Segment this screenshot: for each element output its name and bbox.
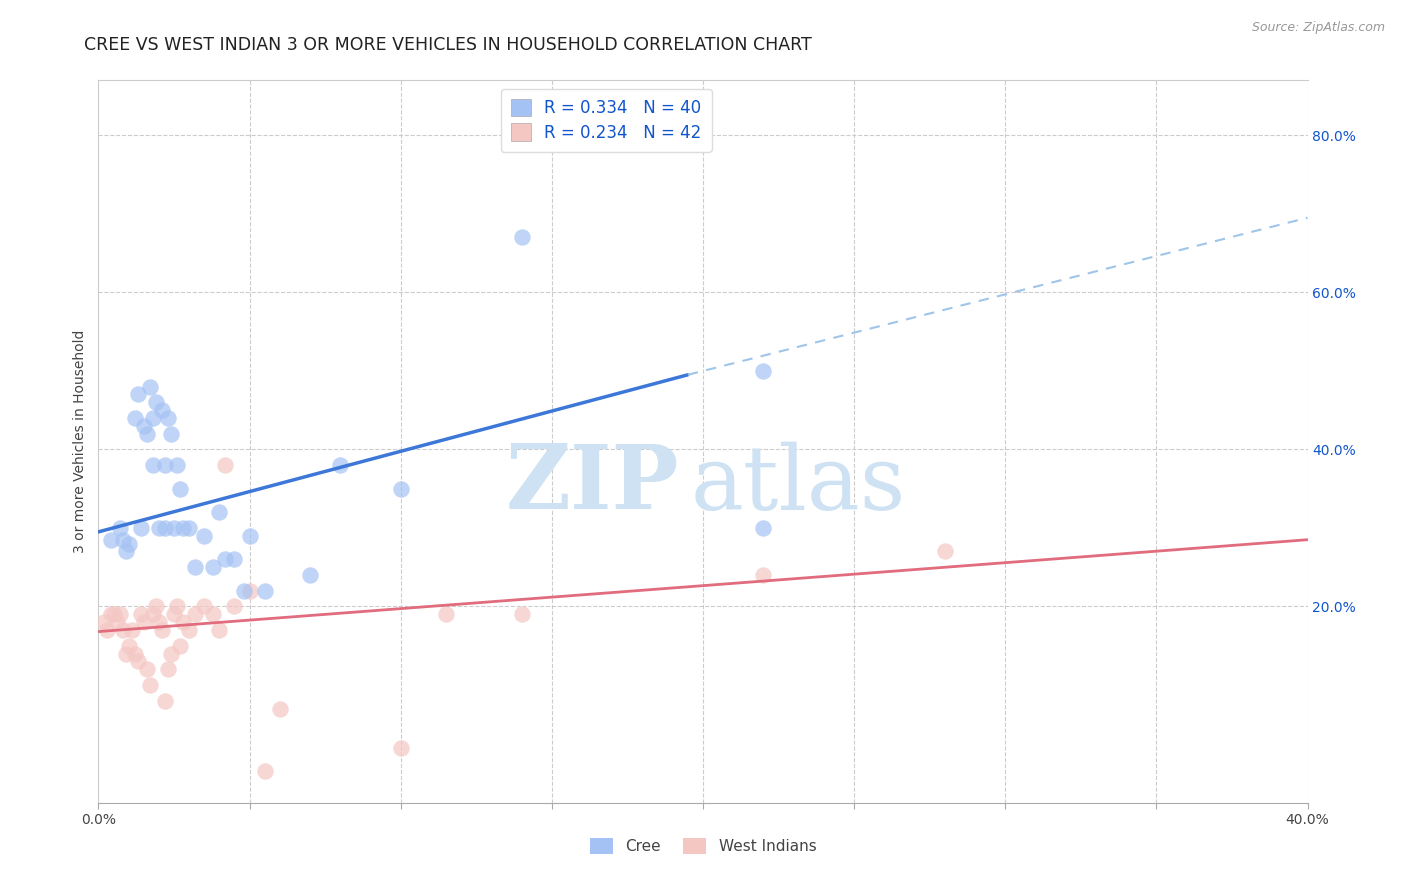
Point: [142, 458, 165, 472]
Point: [166, 599, 188, 614]
Point: [93, 615, 115, 630]
Point: [135, 426, 157, 441]
Point: [129, 607, 152, 622]
Point: [389, 740, 412, 755]
Point: [108, 521, 131, 535]
Point: [163, 521, 186, 535]
Point: [172, 615, 194, 630]
Point: [239, 529, 262, 543]
Point: [100, 533, 122, 547]
Point: [148, 615, 170, 630]
Point: [208, 505, 231, 519]
Point: [114, 647, 136, 661]
Point: [193, 529, 215, 543]
Point: [100, 607, 122, 622]
Point: [389, 482, 412, 496]
Point: [124, 647, 146, 661]
Point: [105, 615, 128, 630]
Point: [510, 607, 533, 622]
Point: [153, 521, 176, 535]
Point: [329, 458, 352, 472]
Point: [148, 521, 170, 535]
Point: [202, 607, 225, 622]
Point: [150, 403, 173, 417]
Point: [179, 623, 201, 637]
Text: Source: ZipAtlas.com: Source: ZipAtlas.com: [1251, 21, 1385, 35]
Point: [153, 694, 176, 708]
Point: [142, 411, 165, 425]
Point: [156, 411, 179, 425]
Text: ZIP: ZIP: [505, 442, 679, 528]
Point: [224, 552, 246, 566]
Point: [132, 418, 155, 433]
Point: [129, 521, 152, 535]
Point: [752, 568, 775, 582]
Point: [179, 521, 201, 535]
Point: [269, 701, 291, 715]
Point: [160, 426, 183, 441]
Point: [253, 583, 276, 598]
Point: [193, 599, 215, 614]
Point: [132, 615, 155, 630]
Point: [166, 458, 188, 472]
Point: [299, 568, 322, 582]
Point: [127, 655, 149, 669]
Point: [169, 482, 191, 496]
Point: [121, 623, 143, 637]
Point: [111, 623, 134, 637]
Point: [253, 764, 276, 779]
Point: [214, 458, 236, 472]
Point: [124, 411, 146, 425]
Point: [135, 662, 157, 676]
Text: atlas: atlas: [690, 442, 905, 529]
Point: [111, 533, 134, 547]
Point: [127, 387, 149, 401]
Point: [118, 536, 141, 550]
Point: [184, 560, 207, 574]
Point: [108, 607, 131, 622]
Point: [184, 607, 207, 622]
Point: [239, 583, 262, 598]
Point: [96, 623, 118, 637]
Point: [752, 364, 775, 378]
Point: [114, 544, 136, 558]
Point: [139, 379, 162, 393]
Point: [934, 544, 956, 558]
Point: [172, 521, 194, 535]
Point: [202, 560, 225, 574]
Text: CREE VS WEST INDIAN 3 OR MORE VEHICLES IN HOUSEHOLD CORRELATION CHART: CREE VS WEST INDIAN 3 OR MORE VEHICLES I…: [84, 36, 813, 54]
Legend: Cree, West Indians: Cree, West Indians: [583, 832, 823, 860]
Point: [118, 639, 141, 653]
Point: [214, 552, 236, 566]
Point: [160, 647, 183, 661]
Point: [224, 599, 246, 614]
Point: [752, 521, 775, 535]
Point: [145, 599, 167, 614]
Point: [139, 678, 162, 692]
Point: [434, 607, 457, 622]
Point: [142, 607, 165, 622]
Point: [510, 230, 533, 244]
Point: [169, 639, 191, 653]
Point: [232, 583, 254, 598]
Point: [145, 395, 167, 409]
Point: [208, 623, 231, 637]
Point: [103, 607, 125, 622]
Point: [150, 623, 173, 637]
Point: [156, 662, 179, 676]
Point: [153, 458, 176, 472]
Point: [163, 607, 186, 622]
Y-axis label: 3 or more Vehicles in Household: 3 or more Vehicles in Household: [73, 330, 87, 553]
